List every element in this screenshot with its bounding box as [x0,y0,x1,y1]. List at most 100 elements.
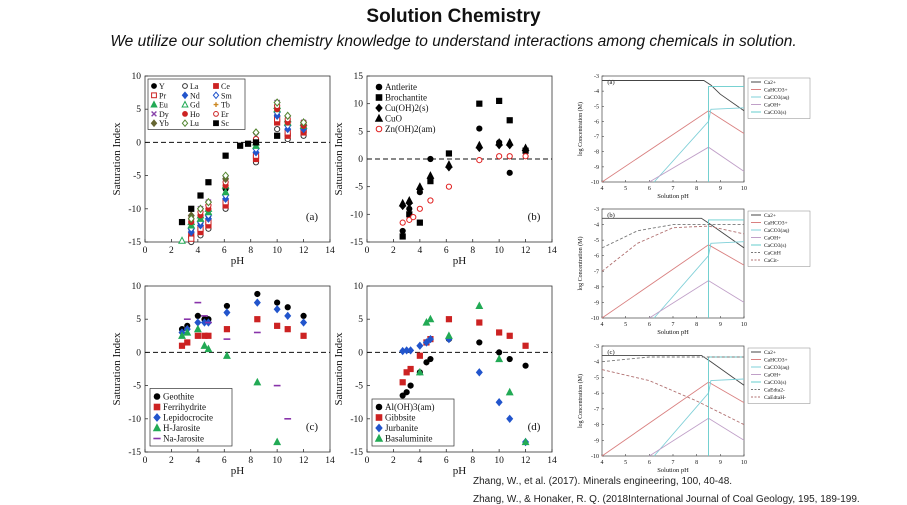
data-point [445,150,453,157]
data-point [184,339,191,346]
legend-label: Er [221,110,229,119]
data-point [426,314,435,323]
y-tick-label: -10 [350,210,363,220]
series-line [653,241,745,319]
legend-label: Ferrihydrite [163,402,206,412]
legend-label: CaHCO3+ [764,221,788,227]
panel-label: (c) [607,349,614,356]
legend-label: Ca2+ [764,213,776,219]
data-point [495,137,504,146]
legend-label: CaOH+ [764,103,781,109]
legend-label: CaCO3(aq) [764,227,790,234]
y-tick-label: -5 [133,172,141,182]
legend-marker [375,83,383,91]
legend-label: CaCO3(aq) [764,364,790,371]
data-point [506,414,514,423]
y-axis-label: Saturation Index [333,122,345,196]
x-tick-label: 8 [695,460,698,466]
legend-label: Sm [221,91,232,100]
legend-label: CaHCO3+ [764,88,788,94]
data-point [188,205,195,212]
data-point [178,218,186,226]
legend-marker [152,423,162,432]
data-point [410,214,417,221]
legend-marker [213,120,219,127]
y-tick-label: -9 [594,438,599,444]
legend-label: Yb [159,119,169,128]
legend-marker [153,403,161,411]
data-point [205,332,212,339]
x-tick-label: 5 [624,460,627,466]
data-point [496,153,503,160]
x-tick-label: 4 [601,460,604,466]
legend-label: Zn(OH)2(am) [385,124,435,134]
legend-label: CaOH+ [764,373,781,379]
x-tick-label: 9 [719,186,722,192]
legend-marker [151,83,157,89]
x-axis-label: Solution pH [657,193,689,200]
y-tick-label: 0 [358,155,363,165]
x-tick-label: 8 [695,186,698,192]
y-tick-label: 10 [132,282,142,292]
y-tick-label: -5 [355,183,363,193]
data-point [416,219,423,226]
y-tick-label: 5 [136,315,141,325]
series-line [653,378,745,457]
x-tick-label: 10 [494,456,504,466]
legend-marker [213,102,219,107]
data-point [399,219,406,226]
y-tick-label: -9 [594,165,599,171]
x-tick-label: 7 [672,460,675,466]
data-point [194,332,201,339]
data-point [221,187,230,196]
data-point [522,342,529,349]
data-point [416,352,423,359]
y-tick-label: 10 [354,282,364,292]
legend-label: CaCO3(s) [764,242,786,249]
plot-frame [144,285,331,453]
x-tick-label: 4 [601,186,604,192]
speciation-chart-a: 4 5 6 7 8 9 10 -10 -9 -8 -7 -6 -5 -4 -3 Solution pH log … [577,74,811,200]
legend-label: CaEdtaH- [764,395,786,401]
data-point [274,299,281,306]
chart-c: 0 2 4 6 8 10 12 14 -15 -10 -5 0 5 10 pH Saturation Inde… [111,282,335,477]
y-tick-label: -6 [594,391,599,397]
data-point [253,377,262,386]
data-point [407,365,414,373]
legend-marker [375,423,383,433]
x-tick-label: 12 [299,456,309,466]
y-tick-label: -8 [594,423,599,429]
legend-label: Tb [221,101,230,110]
legend-label: Basaluminite [385,434,433,444]
legend-label: Antlerite [385,82,417,92]
y-tick-label: -5 [133,382,141,392]
legend-label: Y [159,82,165,91]
x-axis-label: Solution pH [657,467,689,474]
data-point [222,351,231,359]
legend-label: Dy [159,110,169,119]
data-point [178,342,186,349]
x-tick-label: 4 [417,456,422,466]
legend-marker [213,83,219,89]
legend-marker [151,111,157,117]
legend-label: Ho [190,110,200,119]
legend-label: CaHCO3+ [764,358,788,364]
data-point [188,235,195,242]
slide-subtitle: We utilize our solution chemistry knowle… [110,33,797,50]
data-point [426,171,435,179]
legend-marker [182,111,188,117]
x-tick-label: 14 [325,246,335,256]
data-point [505,387,514,396]
data-point [476,125,483,132]
chart-b: 0 2 4 6 8 10 12 14 -15 -10 -5 0 5 10 15 pH Saturation In… [333,72,557,267]
panel-label: (d) [528,421,541,433]
panel-label: (a) [306,211,319,223]
x-tick-label: 4 [195,246,200,256]
data-point [521,437,530,446]
legend-box [371,398,455,447]
y-axis-label: Saturation Index [111,122,123,196]
legend-box [372,79,454,137]
legend-label: CaOH+ [764,236,781,242]
data-point [495,354,504,363]
legend-label: CuO [385,114,403,124]
